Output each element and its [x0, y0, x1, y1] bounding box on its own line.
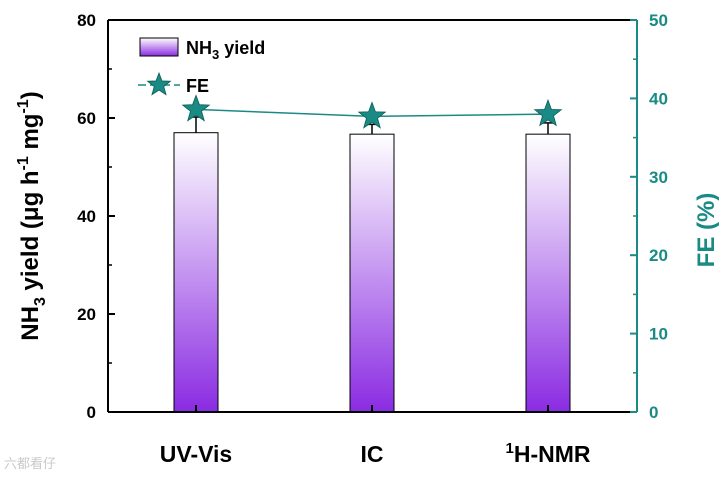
legend-label-fe: FE: [186, 76, 209, 96]
legend-label-nh3: NH3 yield: [186, 38, 265, 62]
fe-star-2: [357, 101, 387, 129]
left-axis-title: NH3 yield (μg h-1 mg-1): [15, 91, 49, 340]
right-tick-label-20: 20: [649, 246, 668, 265]
left-tick-label-40: 40: [77, 207, 96, 226]
left-tick-label-0: 0: [87, 403, 96, 422]
left-tick-label-20: 20: [77, 305, 96, 324]
fe-star-3: [533, 98, 563, 127]
left-tick-label-60: 60: [77, 109, 96, 128]
bar-2: [349, 133, 395, 413]
right-tick-label-30: 30: [649, 168, 668, 187]
x-tick-label-1: UV-Vis: [160, 441, 232, 467]
fe-star-1: [181, 94, 211, 122]
right-tick-label-40: 40: [649, 89, 668, 108]
legend-bar-swatch: [139, 37, 179, 57]
x-tick-label-3: 1H-NMR: [506, 440, 591, 467]
bar-3: [525, 133, 571, 413]
x-tick-label-2: IC: [361, 441, 384, 467]
legend-fe-star: [146, 71, 172, 96]
right-axis-title: FE (%): [693, 193, 720, 268]
bar-1: [173, 132, 219, 413]
watermark: 六都看仔: [4, 457, 57, 472]
right-tick-label-50: 50: [649, 11, 668, 30]
left-tick-label-80: 80: [77, 11, 96, 30]
right-tick-label-0: 0: [649, 403, 658, 422]
right-tick-label-10: 10: [649, 325, 668, 344]
